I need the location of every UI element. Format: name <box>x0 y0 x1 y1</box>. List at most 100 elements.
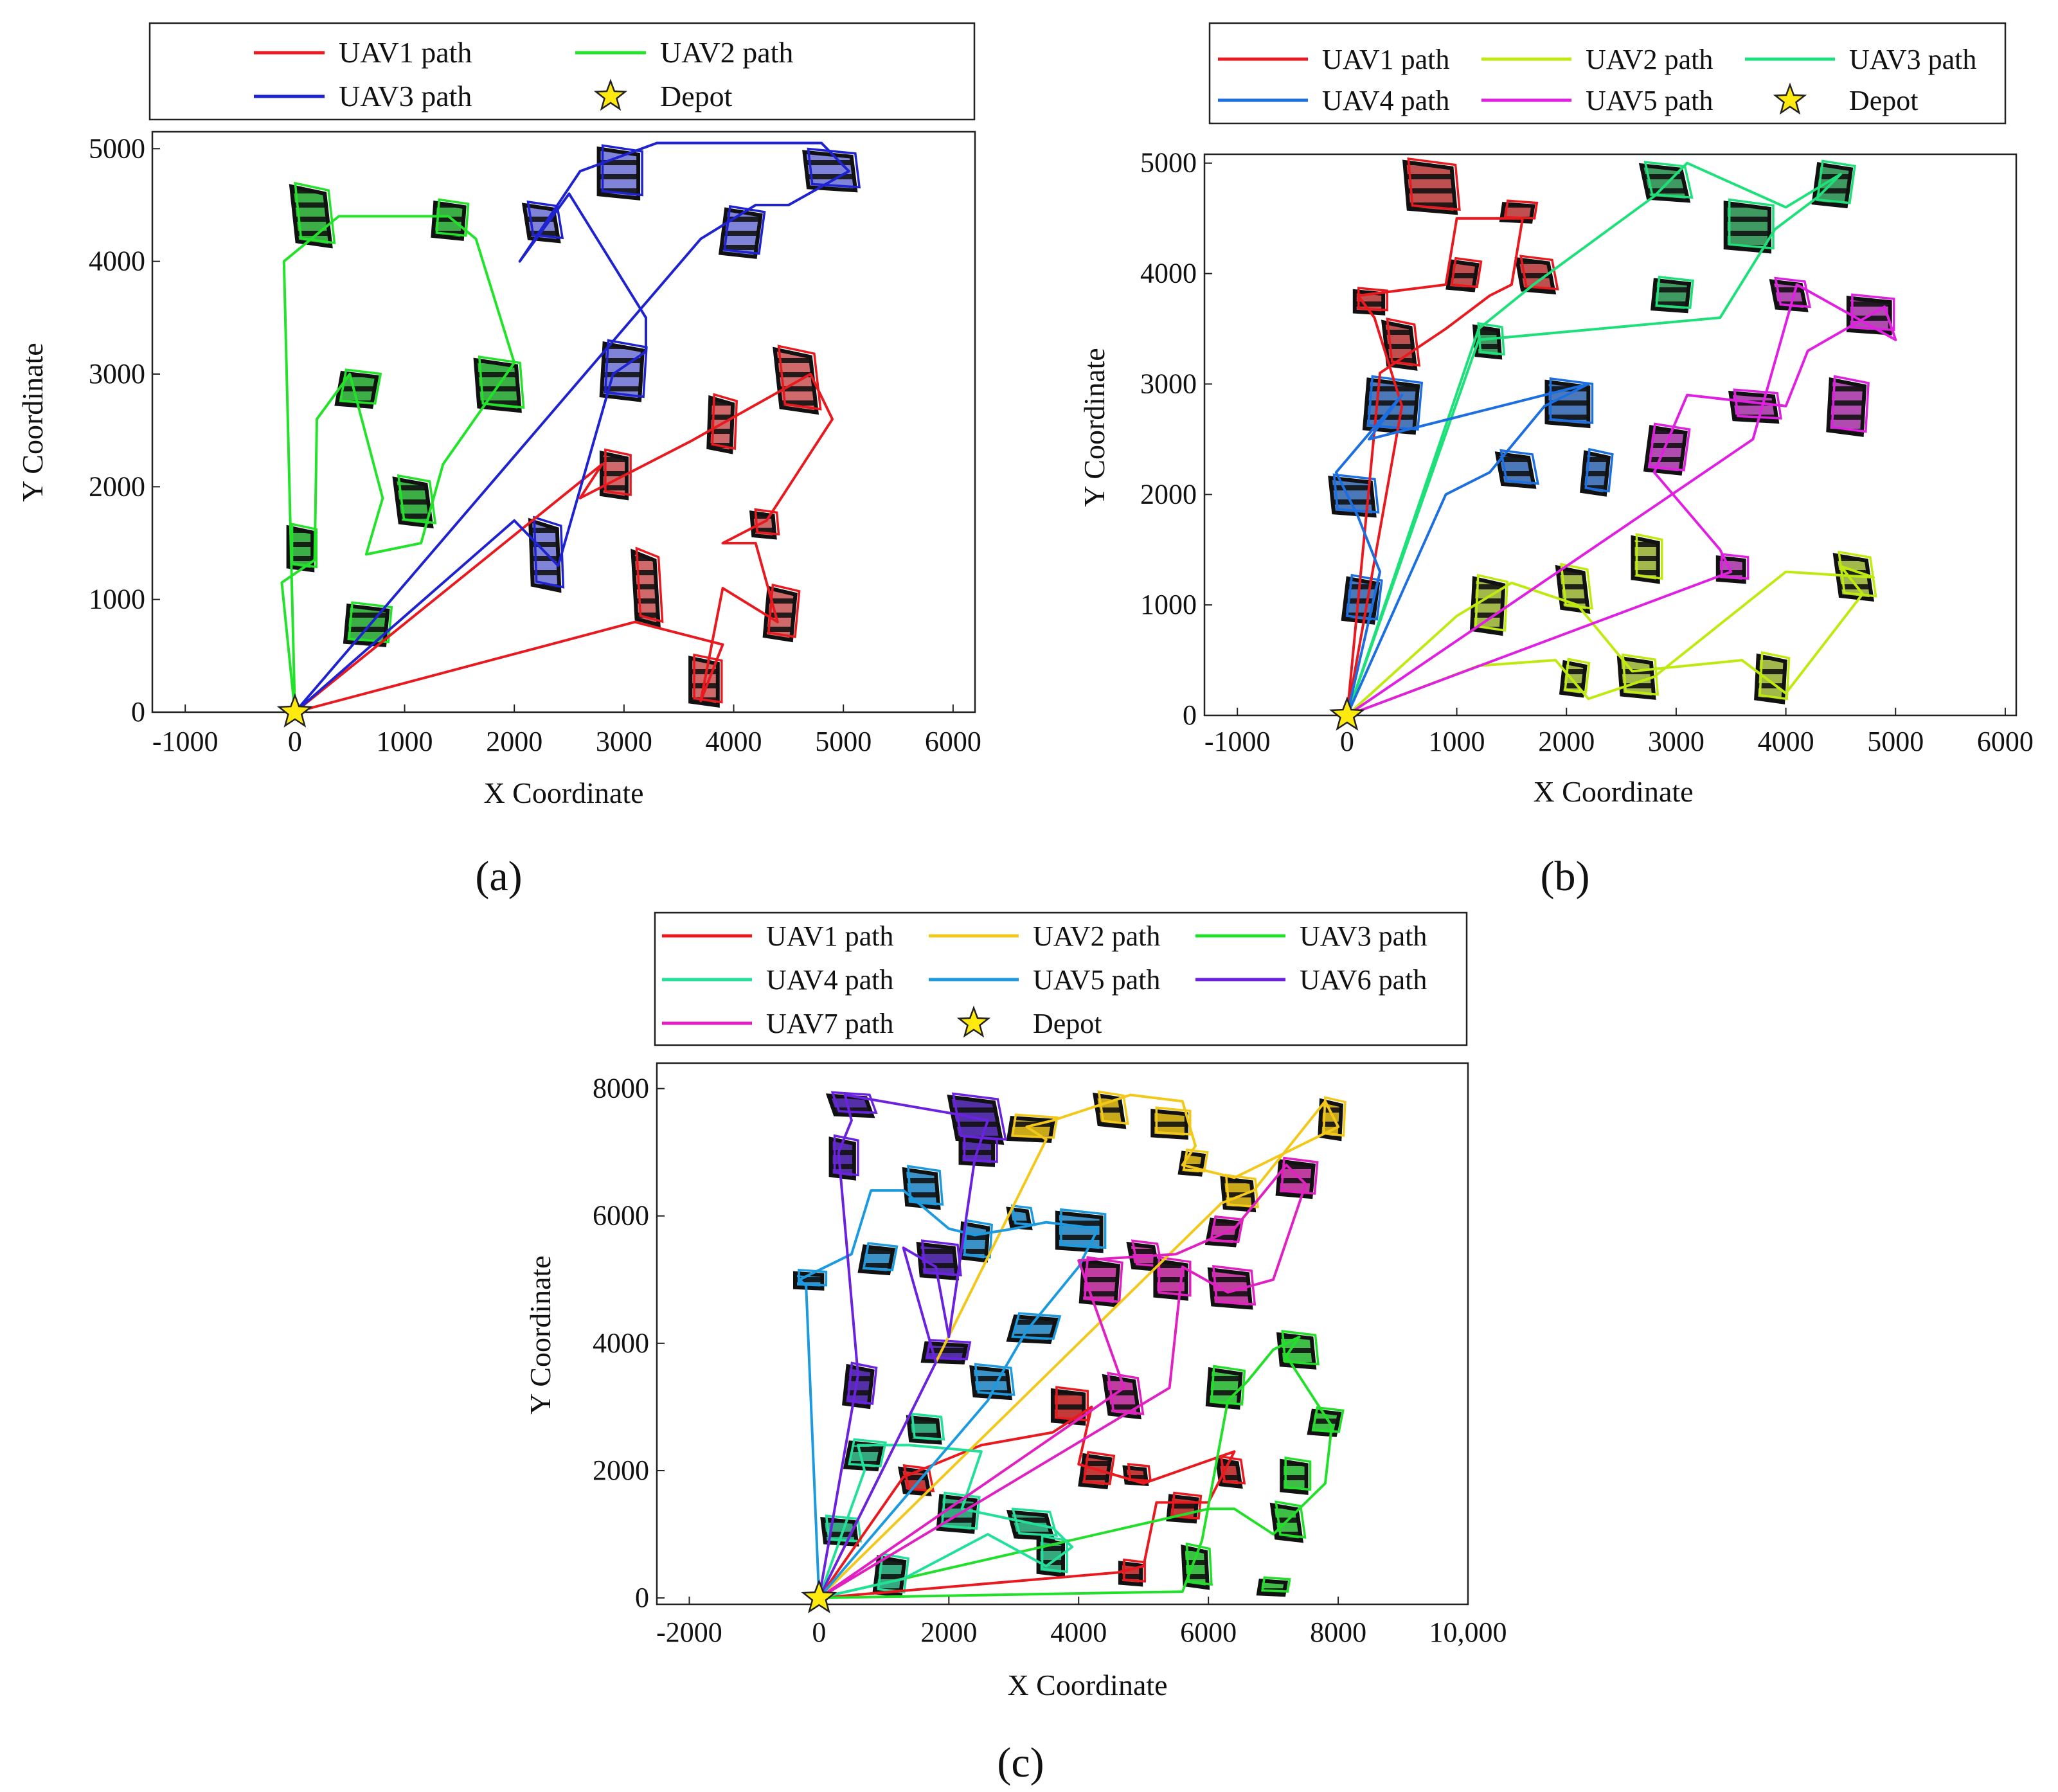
coverage-outline <box>1560 562 1593 610</box>
coverage-outline <box>635 546 664 623</box>
series-line-uav7 <box>818 1163 1307 1599</box>
coverage-outline <box>1011 1312 1062 1340</box>
legend-label: UAV3 path <box>339 80 472 112</box>
series-line-uav1 <box>294 373 834 712</box>
coverage-hatch <box>1633 537 1658 582</box>
coverage-hatch <box>433 202 465 239</box>
coverage-outline <box>1721 553 1749 580</box>
x-tick-label: 2000 <box>1538 726 1595 757</box>
legend-depot-icon <box>956 1005 991 1038</box>
legend-label: UAV3 path <box>1849 44 1976 75</box>
coverage-outline <box>807 147 861 189</box>
coverage-outline <box>1311 1406 1345 1433</box>
coverage-outline <box>1082 1451 1116 1485</box>
x-tick-label: 4000 <box>706 726 762 757</box>
x-tick-label: -1000 <box>152 726 219 757</box>
coverage-hatch <box>1404 162 1456 213</box>
ylabel-c: Y Coordinate <box>524 1255 557 1414</box>
legend-label: UAV5 path <box>1586 85 1713 116</box>
coverage-hatch <box>1828 379 1865 435</box>
coverage-outline <box>1185 1542 1213 1586</box>
plot-content-a <box>280 141 861 712</box>
x-tick-label: 0 <box>812 1617 826 1648</box>
panel-label-a: (a) <box>475 853 522 900</box>
coverage-outline <box>1504 199 1539 220</box>
coverage-outline <box>1332 473 1380 514</box>
coverage-outline <box>1474 573 1509 632</box>
x-tick-label: 10,000 <box>1429 1617 1507 1648</box>
coverage-outline <box>1210 1215 1244 1244</box>
legend-label: UAV3 path <box>1300 920 1427 952</box>
coverage-outline <box>963 1219 994 1259</box>
coverage-outline <box>877 1552 910 1594</box>
x-tick-label: 6000 <box>1977 726 2034 757</box>
coverage-hatch <box>1152 1111 1186 1138</box>
coverage-hatch <box>530 520 560 591</box>
series-line-uav4 <box>1334 382 1590 715</box>
coverage-outline <box>862 1242 899 1271</box>
coverage-outline <box>604 448 632 496</box>
coverage-outline <box>920 1239 962 1277</box>
coverage-outline <box>348 601 393 643</box>
coverage-outline <box>1774 276 1812 309</box>
panel-c: UAV1 path UAV2 path UAV3 path UAV4 path UAV5… <box>524 911 1507 1786</box>
y-tick-label: 4000 <box>89 246 145 277</box>
xlabel-a: X Coordinate <box>483 776 643 809</box>
coverage-outline <box>1011 1113 1059 1139</box>
legend-label: UAV2 path <box>1033 920 1160 952</box>
legend-box-c <box>654 911 1468 1046</box>
coverage-hatch <box>601 452 627 498</box>
series-line-uav5 <box>1346 283 1897 715</box>
legend-label: UAV2 path <box>660 36 793 69</box>
coverage-hatch <box>336 373 377 407</box>
x-tick-label: 0 <box>1340 726 1354 757</box>
series-line-uav5 <box>798 1189 1100 1599</box>
y-tick-label: 0 <box>1183 699 1197 731</box>
coverage-outline <box>1367 375 1424 431</box>
coverage-outline <box>1158 1256 1192 1297</box>
coverage-outline <box>1357 287 1388 312</box>
y-tick-label: 2000 <box>1140 478 1197 510</box>
coverage-hatch <box>1756 656 1785 703</box>
plot-content-b <box>1328 157 1897 715</box>
coverage-outline <box>1838 550 1877 598</box>
legend-a: UAV1 path UAV2 path UAV3 path Depot <box>254 36 793 112</box>
coverage-hatch <box>601 343 643 400</box>
legend-box-b <box>1208 22 2007 125</box>
coverage-hatch <box>1222 1178 1254 1210</box>
coverage-outline <box>848 1438 887 1467</box>
y-tick-label: 0 <box>635 1582 649 1613</box>
coverage-outline <box>526 200 564 240</box>
x-tick-label: 3000 <box>1648 726 1705 757</box>
x-tick-label: -2000 <box>656 1617 722 1648</box>
coverage-outline <box>974 1363 1016 1396</box>
coverage-outline <box>906 1165 944 1206</box>
coverage-outline <box>963 1134 998 1163</box>
coverage-outline <box>926 1339 972 1361</box>
coverage-outline <box>1212 1265 1257 1306</box>
series-line-uav3 <box>294 141 850 712</box>
legend-depot-icon <box>593 78 628 111</box>
coverage-outline <box>1224 1174 1259 1208</box>
coverage-outline <box>1407 157 1461 211</box>
y-tick-label: 0 <box>131 696 145 728</box>
coverage-hatch <box>1619 658 1654 698</box>
legend-label: Depot <box>1033 1008 1102 1039</box>
coverage-hatch <box>908 1417 940 1443</box>
x-tick-label: 1000 <box>377 726 433 757</box>
coverage-hatch <box>830 1138 854 1179</box>
coverage-outline <box>1450 256 1483 289</box>
legend-c: UAV1 path UAV2 path UAV3 path UAV4 path UAV5… <box>662 920 1427 1039</box>
coverage-outline <box>723 204 766 255</box>
y-tick-label: 4000 <box>1140 258 1197 289</box>
series-line-uav3 <box>818 1336 1333 1600</box>
y-tick-label: 5000 <box>1140 147 1197 179</box>
series-line-uav1 <box>1345 217 1524 715</box>
coverage-hatch <box>1207 1369 1241 1408</box>
coverage-outline <box>1655 275 1694 309</box>
coverage-hatch <box>1645 427 1686 474</box>
panel-label-b: (b) <box>1541 853 1590 900</box>
xlabel-c: X Coordinate <box>1007 1669 1167 1701</box>
coverage-outline <box>830 1091 878 1115</box>
